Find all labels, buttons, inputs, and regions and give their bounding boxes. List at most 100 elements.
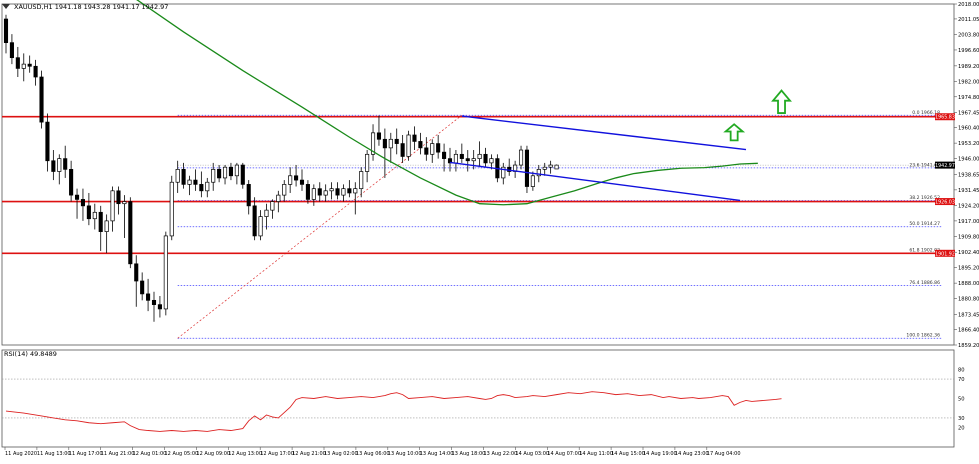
bear-candle-body [157, 304, 162, 310]
rsi-level-label: 50 [958, 397, 965, 403]
bull-candle-body [501, 166, 506, 179]
y-tick-label: 1873.45 [958, 312, 979, 318]
bull-candle-body [359, 171, 364, 190]
y-tick-label: 1888.00 [958, 281, 979, 287]
fibonacci-level-label: 23.6 1941.68 [909, 162, 940, 168]
bull-candle-body [276, 194, 281, 202]
y-tick-label: 1989.20 [958, 64, 979, 70]
bear-candle-body [382, 138, 387, 149]
horizontal-level-tag [935, 198, 955, 206]
bull-candle-body [258, 216, 263, 237]
bull-candle-body [388, 138, 393, 149]
horizontal-level-tag-text: 1901.92 [935, 251, 955, 257]
bear-candle-body [9, 42, 14, 59]
bull-candle-body [205, 181, 210, 192]
bull-candle-body [453, 153, 458, 164]
y-tick-label: 1895.20 [958, 266, 979, 272]
x-tick-label: 14 Aug 03:00 [515, 451, 549, 457]
y-tick-label: 1909.80 [958, 234, 979, 240]
x-tick-label: 13 Aug 06:00 [356, 451, 390, 457]
x-tick-label: 14 Aug 15:00 [611, 451, 645, 457]
x-tick-label: 13 Aug 02:00 [324, 451, 358, 457]
bear-candle-body [228, 166, 234, 177]
bull-candle-body [187, 179, 192, 185]
bull-candle-body [554, 164, 559, 170]
bear-candle-body [305, 184, 310, 200]
x-tick-label: 14 Aug 19:00 [643, 451, 677, 457]
bear-candle-body [39, 76, 44, 123]
bear-candle-body [86, 205, 91, 220]
y-tick-label: 1967.45 [958, 111, 979, 117]
bull-candle-body [542, 166, 547, 170]
x-tick-label: 12 Aug 21:00 [292, 451, 326, 457]
bear-candle-body [151, 299, 157, 305]
bear-candle-body [317, 188, 322, 196]
x-tick-label: 12 Aug 01:00 [133, 451, 167, 457]
bear-candle-body [98, 211, 103, 232]
bull-candle-body [122, 201, 127, 205]
y-tick-label: 2011.05 [958, 17, 979, 23]
bear-candle-body [400, 143, 405, 157]
bear-candle-body [128, 201, 133, 265]
y-tick-label: 1960.40 [958, 126, 979, 132]
bull-candle-body [264, 209, 269, 217]
bull-candle-body [471, 158, 476, 162]
triangle-down-icon[interactable] [2, 4, 10, 9]
bear-candle-body [51, 160, 56, 172]
y-tick-label: 2003.80 [958, 32, 979, 38]
y-tick-label: 1953.20 [958, 141, 979, 147]
x-tick-label: 13 Aug 18:00 [452, 451, 486, 457]
up-arrow-icon [771, 89, 792, 114]
y-tick-label: 1946.00 [958, 157, 979, 163]
fibonacci-level-label: 76.4 1886.86 [909, 280, 940, 286]
bull-candle-body [270, 201, 275, 211]
bull-candle-body [489, 158, 494, 164]
bull-candle-body [211, 168, 216, 183]
horizontal-level-tag-text: 1926.03 [935, 200, 955, 206]
bear-candle-body [483, 153, 488, 164]
bull-candle-body [234, 164, 239, 177]
rsi-line [5, 391, 782, 432]
bull-candle-body [329, 188, 334, 192]
bull-candle-body [169, 181, 174, 237]
bear-candle-body [246, 184, 251, 207]
x-tick-label: 13 Aug 14:00 [420, 451, 454, 457]
bear-candle-body [299, 179, 305, 185]
bear-candle-body [335, 188, 340, 196]
bull-candle-body [530, 175, 535, 187]
bear-candle-body [134, 263, 139, 282]
bull-candle-body [323, 190, 328, 196]
y-tick-label: 1982.00 [958, 79, 979, 85]
bear-candle-body [436, 143, 441, 153]
rsi-plot-frame [1, 349, 955, 448]
bear-candle-body [524, 149, 530, 187]
bull-candle-body [353, 188, 358, 194]
y-tick-label: 2018.00 [958, 2, 979, 8]
bull-candle-body [288, 175, 293, 185]
bear-candle-body [418, 141, 423, 149]
bear-candle-body [199, 184, 204, 192]
bull-candle-body [110, 190, 115, 222]
y-tick-label: 1974.80 [958, 95, 979, 101]
bear-candle-body [294, 175, 299, 181]
bear-candle-body [394, 138, 399, 144]
bear-candle-body [347, 188, 352, 194]
bull-candle-body [311, 188, 316, 200]
bull-candle-body [406, 134, 411, 157]
x-tick-label: 13 Aug 10:00 [388, 451, 422, 457]
bear-candle-body [74, 194, 80, 200]
bull-candle-body [548, 164, 553, 168]
bull-candle-body [341, 188, 346, 196]
x-tick-label: 14 Aug 07:00 [547, 451, 581, 457]
overlay-layer: 1942.97 [136, 0, 955, 206]
horizontal-level-tag [935, 113, 955, 121]
x-tick-label: 12 Aug 05:00 [165, 451, 199, 457]
bull-candle-body [163, 235, 168, 310]
up-arrow-icon [723, 123, 746, 142]
bear-candle-body [465, 158, 470, 162]
bear-candle-body [193, 179, 198, 185]
fibonacci-level-label: 100.0 1862.36 [906, 333, 940, 339]
channel-line [449, 161, 741, 202]
bear-candle-body [33, 65, 38, 78]
